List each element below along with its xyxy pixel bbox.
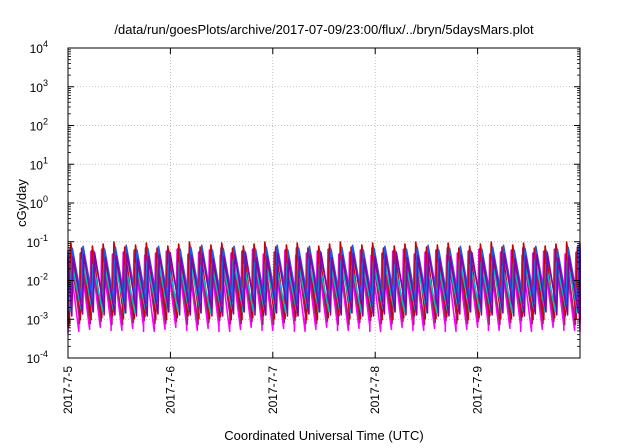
- y-tick-exponent: 2: [43, 117, 48, 127]
- y-tick-label: 10-4: [27, 349, 48, 366]
- y-tick-label: 101: [30, 155, 48, 172]
- y-tick-exponent: -2: [40, 272, 48, 282]
- x-tick-label: 2017-7-5: [61, 366, 75, 414]
- y-tick-exponent: 3: [43, 78, 48, 88]
- y-tick-label: 104: [30, 39, 48, 56]
- y-axis-label: cGy/day: [14, 179, 29, 227]
- series-layer: [67, 241, 581, 335]
- y-tick-label: 10-2: [27, 272, 48, 289]
- y-tick-label: 100: [30, 194, 48, 211]
- y-tick-label: 10-1: [27, 233, 48, 250]
- y-tick-exponent: -4: [40, 349, 48, 359]
- x-tick-label: 2017-7-6: [163, 366, 177, 414]
- y-tick-label: 102: [30, 117, 48, 134]
- series-line: [67, 251, 581, 317]
- y-tick-label: 10-3: [27, 310, 48, 327]
- y-tick-exponent: -1: [40, 233, 48, 243]
- chart-title: /data/run/goesPlots/archive/2017-07-09/2…: [114, 22, 534, 37]
- y-tick-exponent: 4: [43, 39, 48, 49]
- x-tick-label: 2017-7-8: [368, 366, 382, 414]
- x-axis-label: Coordinated Universal Time (UTC): [224, 428, 423, 443]
- y-tick-exponent: 0: [43, 194, 48, 204]
- series-line: [67, 244, 581, 305]
- y-tick-exponent: -3: [40, 310, 48, 320]
- y-tick-label: 103: [30, 78, 48, 95]
- y-tick-exponent: 1: [43, 155, 48, 165]
- x-tick-label: 2017-7-9: [471, 366, 485, 414]
- x-tick-label: 2017-7-7: [266, 366, 280, 414]
